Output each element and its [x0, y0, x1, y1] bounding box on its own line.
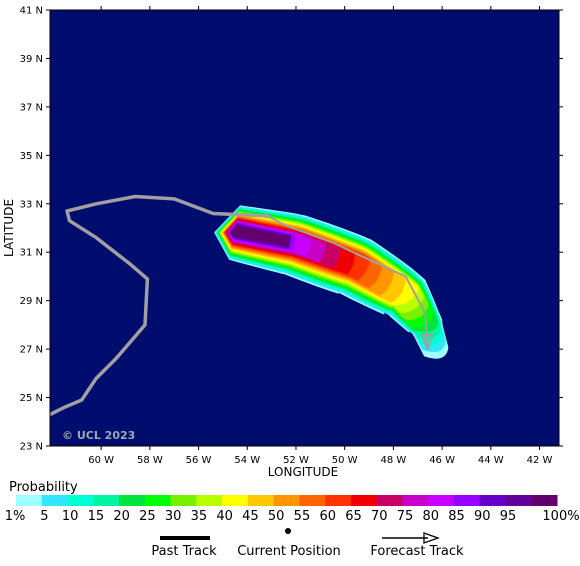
past-track-line — [50, 194, 269, 417]
latitude-axis: 41 N 39 N 37 N 35 N 33 N 31 N 29 N 27 N 25 N 23 N — [20, 6, 563, 453]
lon-tick-label: 42 W — [527, 455, 553, 466]
past-track-legend-label: Past Track — [151, 544, 217, 559]
colorbar-label: 100% — [542, 509, 579, 524]
colorbar-label: 50 — [268, 509, 285, 524]
forecast-arrowhead — [421, 334, 434, 351]
colorbar-swatch — [531, 495, 558, 506]
colorbar-label: 1% — [5, 509, 26, 524]
colorbar-swatch — [67, 495, 94, 506]
lat-tick-label: 27 N — [20, 345, 43, 356]
colorbar-swatch — [299, 495, 326, 506]
colorbar-label: 40 — [216, 509, 233, 524]
lon-tick-label: 44 W — [478, 455, 504, 466]
lon-tick-label: 56 W — [186, 455, 212, 466]
colorbar-label: 65 — [345, 509, 362, 524]
forecast-track-legend-label: Forecast Track — [370, 544, 464, 559]
x-axis-title: LONGITUDE — [268, 465, 338, 479]
colorbar-label: 15 — [88, 509, 105, 524]
colorbar-label: 45 — [242, 509, 259, 524]
colorbar-swatch — [325, 495, 352, 506]
lat-tick-label: 23 N — [20, 442, 43, 453]
copyright-label: © UCL 2023 — [62, 429, 135, 442]
current-position-marker — [264, 213, 270, 219]
forecast-track-legend-arrowhead — [423, 532, 440, 544]
lat-tick-label: 31 N — [20, 248, 43, 259]
colorbar-label: 95 — [500, 509, 517, 524]
colorbar-label: 90 — [474, 509, 491, 524]
colorbar-swatch — [93, 495, 120, 506]
track-layer — [50, 194, 434, 417]
lon-tick-label: 52 W — [283, 455, 309, 466]
colorbar-label: 70 — [371, 509, 388, 524]
colorbar-label: 25 — [139, 509, 156, 524]
colorbar-swatch — [428, 495, 455, 506]
lat-tick-label: 29 N — [20, 296, 43, 307]
colorbar-label: 5 — [40, 509, 48, 524]
probability-colorbar — [16, 495, 558, 506]
colorbar-swatch — [196, 495, 223, 506]
colorbar-swatch — [376, 495, 403, 506]
colorbar-swatch — [41, 495, 69, 506]
lon-tick-label: 60 W — [88, 455, 114, 466]
legend-title: Probability — [9, 480, 78, 495]
colorbar-label: 80 — [422, 509, 439, 524]
lat-tick-label: 37 N — [20, 102, 43, 113]
colorbar-label: 55 — [294, 509, 311, 524]
colorbar-swatch — [505, 495, 532, 506]
colorbar-swatch — [402, 495, 429, 506]
lon-tick-label: 46 W — [429, 455, 455, 466]
colorbar-swatch — [16, 495, 43, 506]
lat-tick-label: 33 N — [20, 199, 43, 210]
colorbar-swatch — [453, 495, 481, 506]
y-axis-title: LATITUDE — [2, 199, 16, 257]
colorbar-swatch — [247, 495, 275, 506]
colorbar-label: 75 — [397, 509, 414, 524]
probability-field — [214, 205, 449, 359]
colorbar-label: 85 — [448, 509, 465, 524]
colorbar-label: 60 — [319, 509, 336, 524]
colorbar-swatch — [350, 495, 378, 506]
current-position-legend-label: Current Position — [237, 544, 341, 559]
lat-tick-label: 25 N — [20, 393, 43, 404]
forecast-track-line — [266, 215, 429, 350]
current-position-legend-dot — [285, 528, 291, 534]
lon-tick-label: 58 W — [137, 455, 163, 466]
colorbar-swatch — [119, 495, 146, 506]
colorbar-swatch — [222, 495, 249, 506]
lon-tick-label: 54 W — [234, 455, 260, 466]
colorbar-label: 10 — [62, 509, 79, 524]
colorbar-swatch — [170, 495, 197, 506]
lat-tick-label: 41 N — [20, 6, 43, 17]
colorbar-swatch — [273, 495, 300, 506]
colorbar-label: 30 — [165, 509, 182, 524]
map-border — [49, 9, 560, 447]
colorbar-label: 20 — [113, 509, 130, 524]
longitude-axis: 60 W 58 W 56 W 54 W 52 W 50 W 48 W 46 W 44 W 42 W — [88, 6, 553, 466]
probability-band-100 — [230, 225, 291, 247]
lat-tick-label: 39 N — [20, 54, 43, 65]
colorbar-label: 35 — [191, 509, 208, 524]
lon-tick-label: 48 W — [380, 455, 406, 466]
lat-tick-label: 35 N — [20, 151, 43, 162]
probability-colorbar-labels: 1% 5 10 15 20 25 30 35 40 45 50 55 60 65 70 75 80 85 90 95 1… — [5, 509, 580, 524]
lon-tick-label: 50 W — [332, 455, 358, 466]
colorbar-swatch — [479, 495, 506, 506]
colorbar-swatch — [144, 495, 172, 506]
